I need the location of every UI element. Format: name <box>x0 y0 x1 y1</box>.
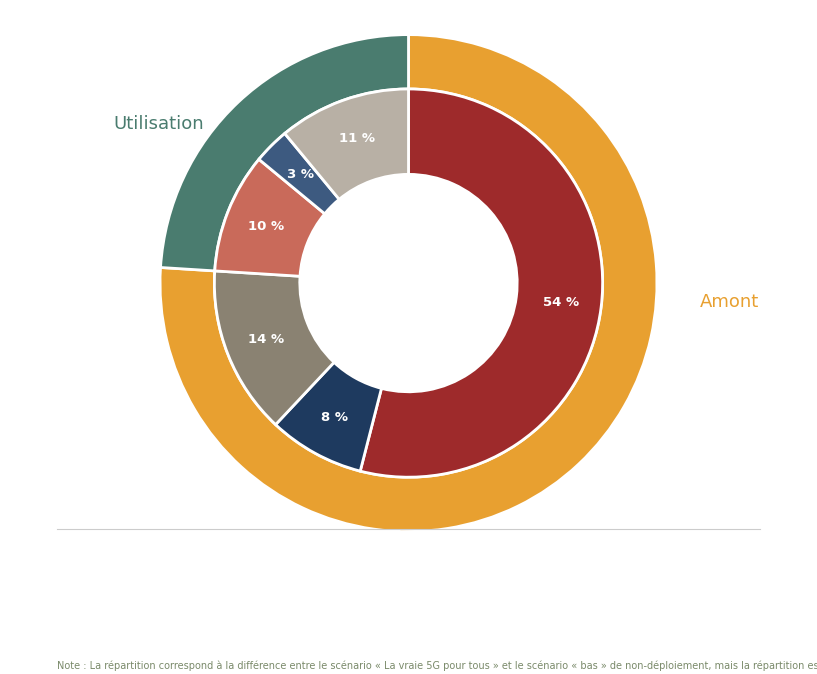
Wedge shape <box>259 133 339 214</box>
Wedge shape <box>275 363 382 471</box>
Text: 14 %: 14 % <box>248 333 284 346</box>
Text: Amont: Amont <box>699 293 759 311</box>
Text: 3 %: 3 % <box>287 168 314 181</box>
Text: 11 %: 11 % <box>338 132 374 146</box>
Wedge shape <box>360 89 603 477</box>
Text: Utilisation: Utilisation <box>114 115 204 133</box>
Wedge shape <box>160 34 657 532</box>
Text: 10 %: 10 % <box>248 220 284 233</box>
Text: 54 %: 54 % <box>542 296 578 309</box>
Text: 8 %: 8 % <box>321 411 348 424</box>
Wedge shape <box>215 159 324 276</box>
Text: Note : La répartition correspond à la différence entre le scénario « La vraie 5G: Note : La répartition correspond à la di… <box>57 660 817 671</box>
Wedge shape <box>285 89 408 200</box>
Wedge shape <box>214 271 334 425</box>
Wedge shape <box>160 34 408 271</box>
